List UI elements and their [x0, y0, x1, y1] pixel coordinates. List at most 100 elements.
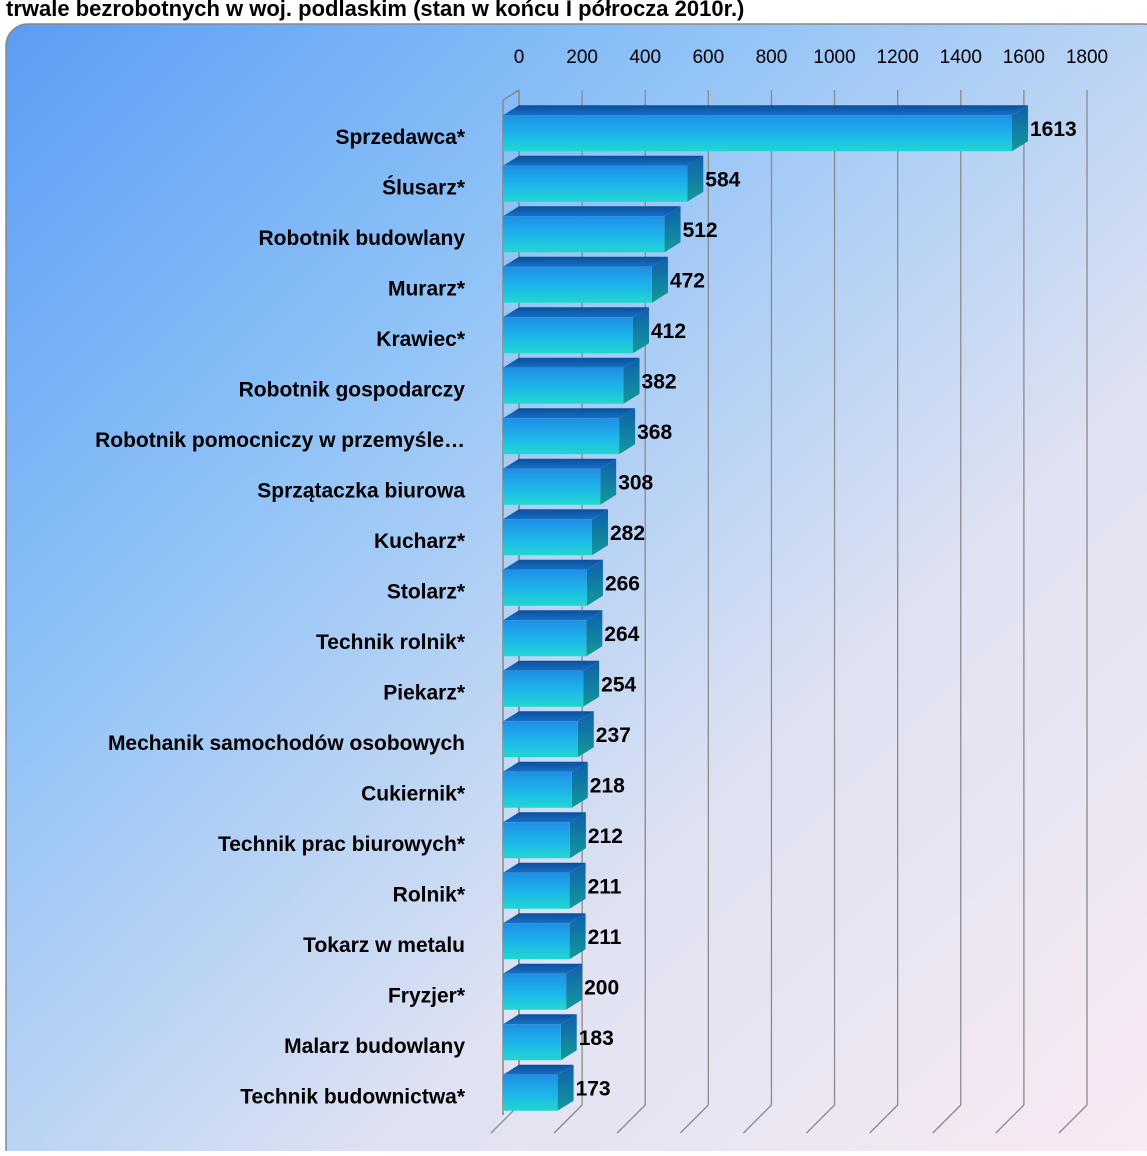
value-label: 266	[605, 572, 640, 595]
grid-line	[869, 1104, 899, 1134]
grid-line	[616, 1104, 646, 1134]
bar-side	[664, 206, 681, 253]
y-tick-label: Kucharz*	[374, 530, 466, 553]
grid-line	[995, 1104, 1025, 1134]
bar-top	[503, 812, 586, 823]
y-tick-label: Robotnik budowlany	[259, 227, 466, 250]
bar-side	[557, 1064, 574, 1111]
value-label: 212	[588, 825, 623, 848]
y-tick-label: Ślusarz*	[382, 175, 466, 199]
bar-top	[503, 509, 608, 520]
bar	[503, 771, 572, 808]
value-label: 282	[610, 522, 645, 545]
y-tick-label: Tokarz w metalu	[303, 934, 465, 957]
value-label: 1613	[1030, 118, 1077, 141]
y-tick-label: Rolnik*	[393, 883, 466, 906]
x-tick-label: 200	[566, 47, 598, 68]
bar	[503, 165, 688, 202]
y-tick-label: Fryzjer*	[388, 984, 466, 1007]
bar-side	[651, 256, 668, 303]
value-label: 264	[604, 623, 639, 646]
value-label: 173	[576, 1077, 611, 1100]
bar-side	[1011, 105, 1028, 152]
bar-top	[503, 913, 586, 924]
y-tick-label: Sprzątaczka biurowa	[257, 479, 465, 502]
bar-top	[503, 1014, 577, 1025]
bar-top	[503, 963, 583, 974]
bar	[503, 115, 1012, 152]
y-tick-label: Technik budownictwa*	[240, 1085, 466, 1108]
bar	[503, 670, 584, 707]
bar	[503, 721, 578, 758]
bar-side	[623, 357, 640, 404]
bar-top	[503, 458, 617, 469]
value-label: 211	[588, 926, 622, 949]
y-tick-label: Robotnik gospodarczy	[239, 378, 466, 401]
value-label: 237	[596, 724, 631, 747]
bar-top	[503, 408, 636, 419]
bar-side	[566, 963, 583, 1010]
axis-line	[502, 89, 520, 101]
bar-side	[569, 913, 586, 960]
bar	[503, 216, 665, 253]
bar	[503, 519, 592, 556]
grid-line	[806, 1104, 836, 1134]
bar	[503, 923, 570, 960]
bar-top	[503, 307, 650, 318]
y-tick-label: Cukiernik*	[361, 782, 466, 805]
y-tick-label: Mechanik samochodów osobowych	[108, 732, 465, 755]
x-tick-label: 1200	[877, 47, 919, 68]
y-tick-label: Piekarz*	[383, 681, 466, 704]
bar	[503, 620, 587, 657]
y-tick-label: Murarz*	[388, 277, 466, 300]
grid-line	[932, 1104, 962, 1134]
bar-side	[569, 812, 586, 859]
y-tick-label: Stolarz*	[387, 580, 466, 603]
bar-top	[503, 206, 681, 217]
grid-line	[1058, 1104, 1088, 1134]
bar-top	[503, 155, 704, 166]
grid-line	[742, 1104, 772, 1134]
grid-line	[679, 1104, 709, 1134]
bar-side	[583, 660, 600, 707]
bar	[503, 872, 570, 909]
bar-top	[503, 660, 600, 671]
bar-side	[633, 307, 650, 354]
bar-side	[569, 862, 586, 909]
bar-top	[503, 357, 640, 368]
y-tick-label: Robotnik pomocniczy w przemyśle…	[95, 429, 465, 452]
bar-top	[503, 559, 603, 570]
x-tick-label: 1800	[1066, 47, 1108, 68]
bar-side	[591, 509, 608, 556]
bar	[503, 973, 567, 1010]
x-tick-label: 600	[692, 47, 724, 68]
x-tick-label: 0	[514, 47, 525, 68]
y-tick-label: Technik rolnik*	[316, 631, 466, 654]
bar-top	[503, 256, 668, 267]
bar-side	[687, 155, 704, 202]
bar	[503, 822, 570, 859]
bar-side	[560, 1014, 577, 1061]
bar-side	[586, 559, 603, 606]
value-label: 254	[601, 673, 636, 696]
value-label: 472	[670, 269, 705, 292]
bar	[503, 317, 634, 354]
bar	[503, 1074, 558, 1111]
bar-side	[571, 761, 588, 808]
bar-side	[577, 711, 594, 758]
y-tick-label: Sprzedawca*	[335, 126, 465, 149]
value-label: 211	[588, 875, 622, 898]
value-label: 183	[579, 1027, 614, 1050]
bar-top	[503, 1064, 574, 1075]
bar-side	[586, 610, 603, 657]
bar-top	[503, 105, 1028, 116]
x-tick-label: 1000	[813, 47, 855, 68]
chart-title: trwale bezrobotnych w woj. podlaskim (st…	[6, 0, 744, 21]
x-tick-label: 400	[629, 47, 661, 68]
bar-top	[503, 711, 594, 722]
value-label: 512	[683, 219, 718, 242]
value-label: 412	[651, 320, 686, 343]
bar	[503, 418, 620, 455]
value-label: 218	[590, 774, 625, 797]
